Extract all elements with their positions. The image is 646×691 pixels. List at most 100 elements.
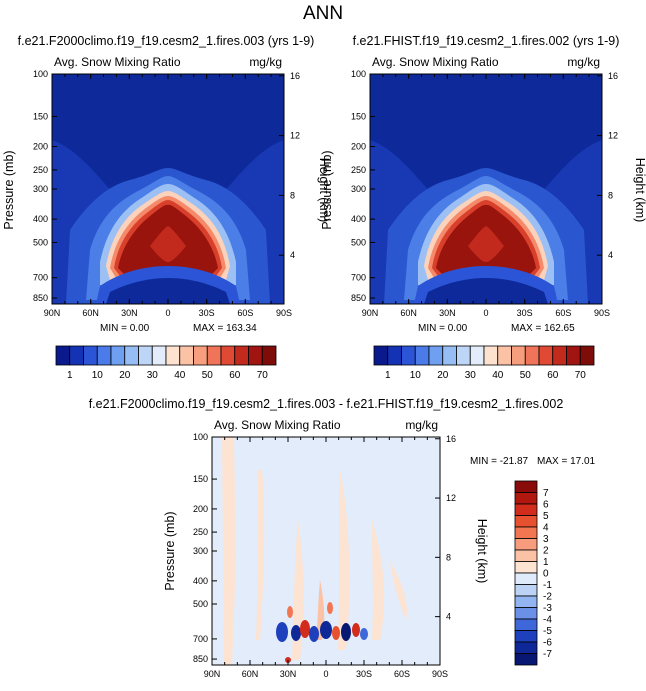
y-tick-label: 200 bbox=[193, 504, 208, 514]
x-tick-label: 60N bbox=[242, 669, 259, 679]
x-tick-label: 60N bbox=[400, 308, 417, 318]
colorbar-swatch bbox=[387, 345, 402, 366]
colorbar-swatch bbox=[514, 492, 538, 505]
y-tick-label: 400 bbox=[193, 576, 208, 586]
x-tick-label: 60S bbox=[555, 308, 571, 318]
colorbar-label: 70 bbox=[575, 370, 587, 381]
colorbar-swatch bbox=[234, 345, 249, 366]
y-right-tick-label: 4 bbox=[290, 250, 295, 260]
x-tick-label: 30S bbox=[199, 308, 215, 318]
panel-3-min-label: MIN = -21.87 bbox=[470, 456, 529, 467]
colorbar-swatch bbox=[248, 345, 263, 366]
colorbar-swatch bbox=[55, 345, 71, 366]
panel-1-min-label: MIN = 0.00 bbox=[100, 323, 150, 334]
colorbar-label: 2 bbox=[543, 546, 549, 557]
colorbar-label: 30 bbox=[465, 370, 477, 381]
y-right-tick-label: 12 bbox=[608, 131, 618, 141]
colorbar-swatch bbox=[514, 630, 538, 643]
panel-1-field bbox=[52, 74, 284, 304]
panel-3-subtitle-left: Avg. Snow Mixing Ratio bbox=[214, 418, 341, 432]
colorbar-label: -1 bbox=[543, 580, 552, 591]
panel-2-min-label: MIN = 0.00 bbox=[418, 323, 468, 334]
x-tick-label: 0 bbox=[483, 308, 488, 318]
colorbar-swatch bbox=[220, 345, 236, 366]
y-tick-label: 250 bbox=[33, 165, 48, 175]
panel-3-axes: 90N 60N 30N 0 30S 60S 90S 100 150 200 250 300 400 500… bbox=[193, 432, 456, 679]
colorbar-label: 50 bbox=[520, 370, 532, 381]
y-tick-label: 850 bbox=[33, 293, 48, 303]
colorbar-swatch bbox=[538, 345, 554, 366]
y-right-tick-label: 4 bbox=[608, 250, 613, 260]
colorbar-swatch bbox=[138, 345, 153, 366]
colorbar-swatch bbox=[151, 345, 167, 366]
y-tick-label: 100 bbox=[193, 432, 208, 442]
colorbar-label: 6 bbox=[543, 500, 549, 511]
colorbar-label: 70 bbox=[257, 370, 269, 381]
y-tick-label: 400 bbox=[33, 214, 48, 224]
panel-1-max-label: MAX = 163.34 bbox=[193, 323, 257, 334]
colorbar-label: -4 bbox=[543, 615, 552, 626]
colorbar-label: 4 bbox=[543, 523, 549, 534]
x-tick-label: 30S bbox=[356, 669, 372, 679]
y-right-tick-label: 4 bbox=[446, 612, 451, 622]
colorbar-label: 40 bbox=[174, 370, 186, 381]
panel-2-axes: 90N 60N 30N 0 30S 60S 90S 100 150 200 250 300 400 500… bbox=[351, 69, 618, 318]
x-tick-label: 30N bbox=[280, 669, 297, 679]
colorbar-swatch bbox=[110, 345, 126, 366]
colorbar-label: 5 bbox=[543, 511, 549, 522]
y-tick-label: 500 bbox=[193, 599, 208, 609]
y-tick-label: 500 bbox=[33, 237, 48, 247]
colorbar-label: -2 bbox=[543, 592, 552, 603]
panel-3: f.e21.F2000climo.f19_f19.cesm2_1.fires.0… bbox=[89, 397, 596, 679]
panel-2-ylabel-right: Height (km) bbox=[633, 158, 646, 223]
x-tick-label: 0 bbox=[323, 669, 328, 679]
y-right-tick-label: 8 bbox=[290, 190, 295, 200]
colorbar-label: 60 bbox=[229, 370, 241, 381]
x-tick-label: 90N bbox=[44, 308, 61, 318]
y-tick-label: 200 bbox=[33, 142, 48, 152]
colorbar-swatch bbox=[428, 345, 444, 366]
x-tick-label: 60S bbox=[394, 669, 410, 679]
y-tick-label: 300 bbox=[33, 184, 48, 194]
colorbar-swatch bbox=[511, 345, 526, 366]
x-tick-label: 90S bbox=[276, 308, 292, 318]
colorbar-swatch bbox=[456, 345, 471, 366]
y-right-tick-label: 8 bbox=[608, 190, 613, 200]
y-tick-label: 300 bbox=[351, 184, 366, 194]
y-tick-label: 100 bbox=[33, 69, 48, 79]
colorbar-swatch bbox=[514, 526, 538, 539]
colorbar-label: 60 bbox=[547, 370, 559, 381]
x-tick-label: 60N bbox=[82, 308, 99, 318]
y-right-tick-label: 8 bbox=[446, 552, 451, 562]
panel-3-title: f.e21.F2000climo.f19_f19.cesm2_1.fires.0… bbox=[89, 397, 564, 411]
page-title: ANN bbox=[303, 3, 343, 24]
colorbar-label: 1 bbox=[385, 370, 391, 381]
y-tick-label: 500 bbox=[351, 237, 366, 247]
colorbar-swatch bbox=[469, 345, 485, 366]
panel-2-max-label: MAX = 162.65 bbox=[511, 323, 575, 334]
colorbar-label: 10 bbox=[92, 370, 104, 381]
colorbar-swatch bbox=[514, 618, 538, 631]
colorbar-label: 7 bbox=[543, 488, 549, 499]
colorbar-label: 20 bbox=[437, 370, 449, 381]
colorbar-swatch bbox=[497, 345, 512, 366]
panel-1-subtitle-right: mg/kg bbox=[249, 55, 282, 69]
colorbar-label: -5 bbox=[543, 626, 552, 637]
panel-2-field bbox=[370, 74, 602, 304]
colorbar-label: -6 bbox=[543, 638, 552, 649]
x-tick-label: 90N bbox=[362, 308, 379, 318]
y-tick-label: 400 bbox=[351, 214, 366, 224]
colorbar-swatch bbox=[514, 538, 538, 551]
panel-2-ylabel: Pressure (mb) bbox=[320, 150, 334, 229]
colorbar-swatch bbox=[514, 653, 538, 666]
panel-3-ylabel: Pressure (mb) bbox=[163, 511, 177, 590]
panel-3-max-label: MAX = 17.01 bbox=[537, 456, 596, 467]
panel-3-ylabel-right: Height (km) bbox=[475, 519, 489, 584]
x-tick-label: 30N bbox=[121, 308, 138, 318]
colorbar-label: 30 bbox=[147, 370, 159, 381]
y-right-tick-label: 12 bbox=[290, 131, 300, 141]
y-tick-label: 850 bbox=[193, 654, 208, 664]
panel-1: f.e21.F2000climo.f19_f19.cesm2_1.fires.0… bbox=[2, 34, 331, 381]
y-tick-label: 700 bbox=[33, 273, 48, 283]
